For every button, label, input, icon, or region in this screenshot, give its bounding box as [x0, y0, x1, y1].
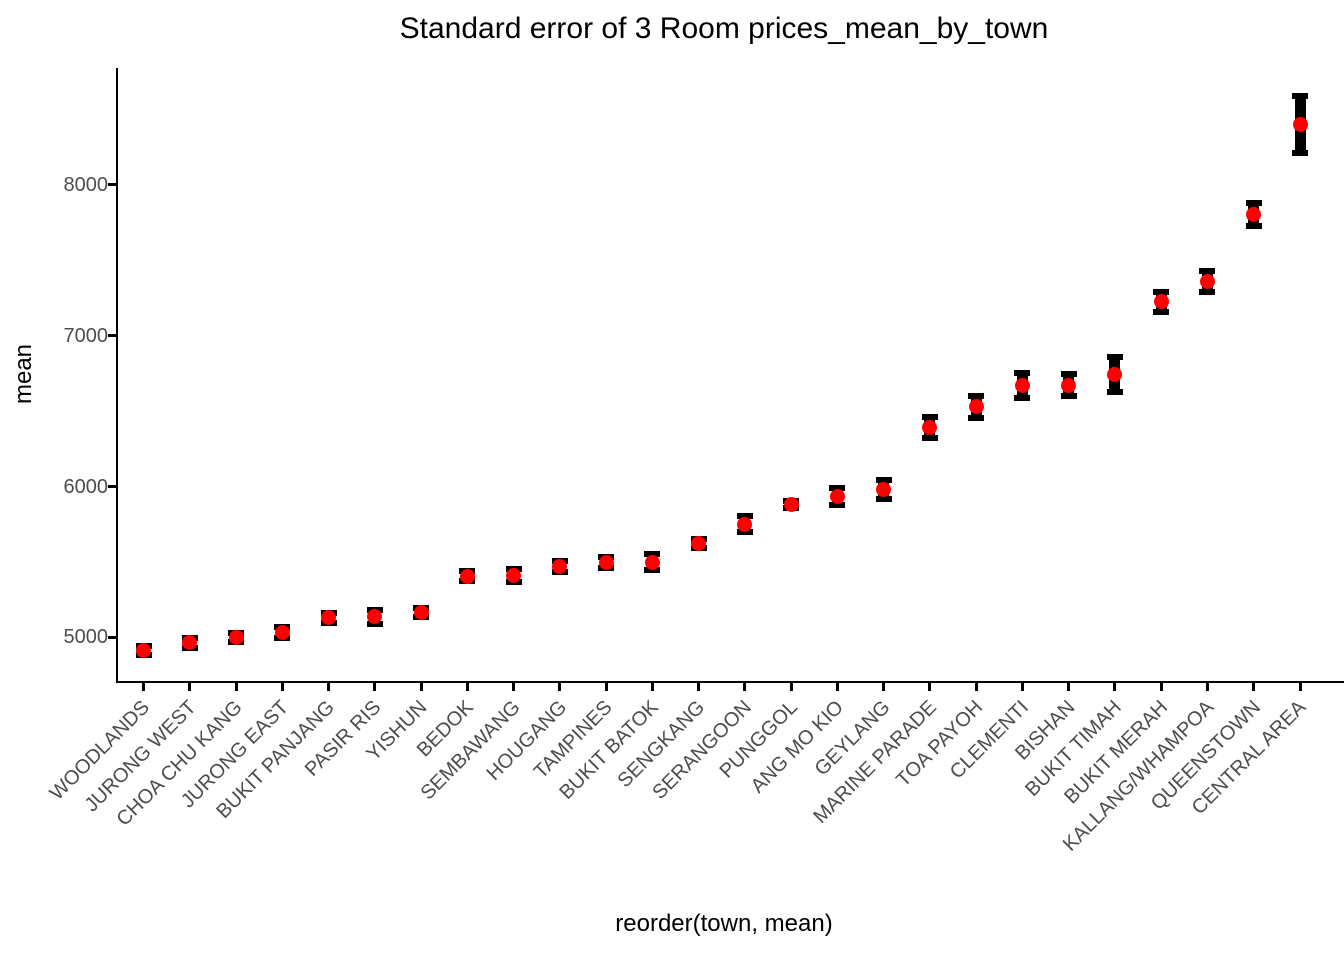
data-point [321, 610, 337, 626]
data-point [1014, 378, 1030, 393]
error-bar-cap-top [921, 414, 938, 421]
data-point [367, 609, 383, 625]
data-point [1246, 206, 1262, 222]
error-bar-cap-bottom [1292, 150, 1308, 157]
x-tick-mark [512, 683, 516, 691]
data-point [922, 420, 938, 436]
error-bar-cap-top [875, 476, 892, 483]
y-tick-label: 8000 [63, 173, 109, 196]
y-axis-line [116, 68, 118, 683]
x-tick-mark [1020, 683, 1024, 691]
x-tick-mark [974, 683, 978, 691]
x-tick-mark [650, 683, 654, 691]
data-point [459, 568, 475, 584]
data-point [274, 625, 290, 641]
x-tick-mark [1159, 683, 1163, 691]
y-tick-label: 6000 [63, 475, 109, 498]
data-point [552, 559, 568, 575]
data-point [598, 555, 614, 571]
data-point [1292, 117, 1308, 133]
error-bar-cap-bottom [829, 502, 846, 509]
x-tick-mark [697, 683, 701, 691]
chart-title: Standard error of 3 Room prices_mean_by_… [399, 12, 1049, 45]
x-tick-mark [928, 683, 932, 691]
data-point [644, 554, 660, 570]
error-bar-cap-bottom [644, 567, 661, 574]
x-tick-mark [327, 683, 331, 691]
error-bar-cap-bottom [1153, 308, 1170, 315]
error-bar-cap-top [644, 551, 661, 558]
data-point [691, 536, 707, 552]
x-tick-mark [1298, 683, 1302, 691]
data-point [829, 489, 845, 505]
error-bar-cap-top [1292, 93, 1308, 100]
y-tick-label: 7000 [63, 324, 109, 347]
error-bar-cap-bottom [921, 435, 938, 442]
x-tick-mark [1252, 683, 1256, 691]
error-bar-cap-top [1199, 267, 1216, 274]
x-tick-mark [188, 683, 192, 691]
x-tick-mark [835, 683, 839, 691]
data-point [1153, 294, 1169, 310]
x-tick-mark [882, 683, 886, 691]
error-bar-cap-bottom [1245, 222, 1262, 229]
x-tick-mark [604, 683, 608, 691]
error-bar-cap-top [1106, 353, 1123, 360]
x-tick-mark [558, 683, 562, 691]
x-tick-mark [419, 683, 423, 691]
data-point [1107, 366, 1123, 382]
x-tick-mark [280, 683, 284, 691]
error-bar-cap-bottom [1199, 289, 1216, 296]
data-point [228, 630, 244, 646]
error-bar-cap-top [736, 513, 753, 520]
error-bar-cap-top [1153, 289, 1170, 296]
x-tick-mark [1067, 683, 1071, 691]
y-tick-label: 5000 [63, 626, 109, 649]
y-tick-mark [108, 485, 116, 489]
data-point [876, 481, 892, 497]
error-bar-cap-bottom [968, 415, 985, 422]
x-axis-line [116, 681, 1344, 683]
data-point [182, 635, 198, 651]
data-point [783, 496, 799, 512]
x-tick-mark [465, 683, 469, 691]
x-tick-mark [789, 683, 793, 691]
data-point [968, 399, 984, 415]
error-bar-cap-bottom [1106, 388, 1123, 395]
x-tick-mark [234, 683, 238, 691]
x-tick-mark [743, 683, 747, 691]
data-point [1061, 377, 1077, 393]
error-bar-cap-top [829, 485, 846, 491]
y-axis-title: mean [10, 343, 37, 405]
y-tick-mark [108, 635, 116, 639]
error-bar-cap-bottom [1014, 394, 1031, 401]
x-tick-mark [373, 683, 377, 691]
error-bar-cap-top [1060, 371, 1077, 378]
data-point [1199, 273, 1215, 289]
x-tick-mark [1205, 683, 1209, 691]
x-axis-title: reorder(town, mean) [615, 910, 833, 937]
y-tick-mark [108, 183, 116, 187]
y-tick-mark [108, 334, 116, 338]
data-point [737, 516, 753, 532]
x-tick-mark [142, 683, 145, 691]
error-bar-cap-top [1014, 370, 1031, 377]
error-bar-cap-top [968, 392, 985, 399]
data-point [136, 642, 151, 658]
x-tick-mark [1113, 683, 1117, 691]
error-bar-cap-bottom [736, 528, 753, 535]
error-bar-cap-bottom [875, 495, 892, 502]
error-bar-cap-top [1245, 199, 1262, 206]
error-bar-cap-bottom [1060, 392, 1077, 399]
data-point [413, 605, 429, 621]
data-point [506, 568, 522, 584]
